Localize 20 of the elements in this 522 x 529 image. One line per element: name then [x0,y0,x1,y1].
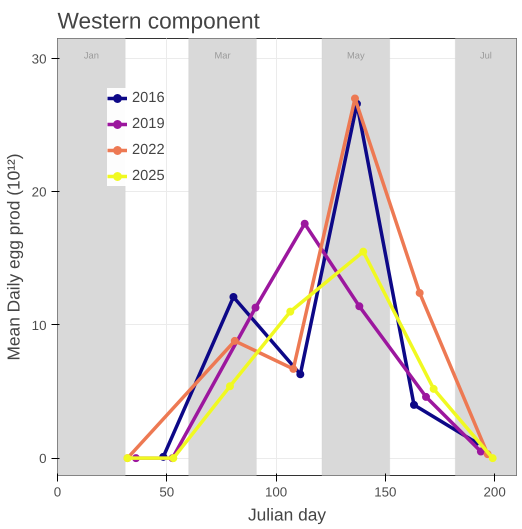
band-label: May [347,50,365,60]
x-tick-label: 50 [159,484,174,500]
legend-label: 2019 [132,116,165,132]
legend-label: 2025 [132,168,165,184]
x-tick-label: 150 [374,484,396,500]
y-tick-label: 10 [32,318,47,333]
y-tick-label: 20 [32,184,47,200]
y-tick-label: 30 [32,51,47,66]
y-axis-title: Mean Daily egg prod (10¹²) [4,153,24,361]
x-tick-label: 100 [264,484,288,500]
x-tick-label: 0 [54,484,62,500]
chart-title: Western component [58,8,261,34]
legend-label: 2016 [132,90,165,106]
x-axis-title: Julian day [248,504,326,524]
band-label: Mar [214,50,231,60]
band-label: Jul [480,50,492,60]
x-tick-label: 200 [484,484,506,500]
legend-label: 2022 [132,142,165,158]
y-tick-label: 0 [39,451,47,466]
band-label: Jan [84,50,99,60]
